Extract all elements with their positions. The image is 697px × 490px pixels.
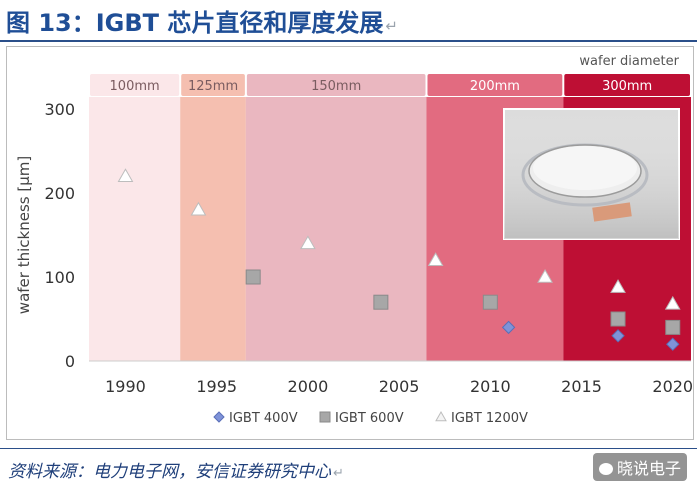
band-region	[180, 97, 246, 361]
x-tick-label: 2015	[561, 377, 602, 396]
x-tick-label: 2005	[379, 377, 420, 396]
x-tick-label: 1990	[105, 377, 146, 396]
igbt-400v-point	[611, 329, 625, 343]
data-marks	[117, 168, 681, 351]
band-label: 200mm	[470, 79, 520, 94]
igbt-1200v-point	[190, 201, 207, 216]
band-header-tab	[427, 74, 563, 96]
band-label: 150mm	[311, 79, 361, 94]
legend-marker	[213, 411, 225, 423]
chart-container: 100mm 125mm 150mm 200mm 300mm wafer diameter …	[6, 46, 694, 440]
band-header-bg	[564, 50, 690, 72]
source-bar: 资料来源：电力电子网，安信证券研究中心 ↵ 晓说电子	[0, 448, 697, 490]
source-text: 资料来源：电力电子网，安信证券研究中心	[8, 462, 331, 482]
igbt-600v-point	[245, 269, 261, 285]
figure-title-text: 图 13：IGBT 芯片直径和厚度发展	[6, 9, 384, 37]
igbt-600v-point	[665, 319, 681, 335]
y-tick-label: 0	[65, 352, 75, 371]
wechat-icon	[598, 462, 613, 475]
y-tick-label: 200	[44, 184, 75, 203]
igbt-400v-point	[666, 337, 680, 351]
band-header-tab	[181, 74, 245, 96]
x-tick-label: 2020	[652, 377, 693, 396]
y-axis-label: wafer thickness [µm]	[15, 156, 33, 314]
legend-marker	[319, 411, 331, 423]
igbt-1200v-point	[537, 268, 553, 283]
igbt-1200v-point	[610, 279, 626, 293]
wafer-photo	[503, 108, 680, 240]
band-header-tab	[90, 74, 180, 96]
igbt-1200v-point	[427, 252, 444, 266]
x-tick-label: 2010	[470, 377, 511, 396]
band-label: 100mm	[110, 79, 160, 94]
igbt-1200v-point	[664, 295, 681, 310]
banknote-shape	[592, 202, 632, 222]
watermark-text: 晓说电子	[616, 459, 681, 478]
x-tick-label: 2000	[288, 377, 329, 396]
watermark: 晓说电子	[592, 453, 687, 481]
legend-label: IGBT 400V	[229, 411, 298, 426]
band-label: 300mm	[602, 79, 652, 94]
title-bar: 图 13：IGBT 芯片直径和厚度发展 ↵	[0, 0, 697, 42]
igbt-600v-point	[610, 311, 626, 327]
band-region	[245, 97, 427, 361]
igbt-1200v-point	[300, 235, 316, 250]
legend-label: IGBT 600V	[335, 411, 404, 426]
igbt-1200v-point	[117, 168, 134, 182]
y-tick-label: 100	[44, 268, 75, 287]
igbt-600v-point	[373, 294, 389, 310]
chart-legend: IGBT 400V IGBT 600V IGBT 1200V	[213, 410, 528, 426]
band-header-label: wafer diameter	[579, 54, 679, 69]
igbt-600v-point	[482, 294, 498, 310]
y-tick-label: 300	[44, 100, 75, 119]
band-header-tab	[564, 74, 690, 96]
figure-title: 图 13：IGBT 芯片直径和厚度发展 ↵	[6, 3, 398, 38]
x-tick-label: 1995	[196, 377, 237, 396]
legend-marker	[435, 410, 447, 422]
band-label: 125mm	[188, 79, 238, 94]
return-mark-icon: ↵	[385, 17, 398, 35]
band-header-tab	[246, 74, 426, 96]
legend-label: IGBT 1200V	[451, 411, 528, 426]
igbt-400v-point	[501, 320, 516, 335]
return-mark-icon: ↵	[333, 466, 344, 481]
source-note: 资料来源：电力电子网，安信证券研究中心 ↵	[8, 457, 344, 482]
chart-axes: 0 100 200 300 1990 1995 2000 2005 2010 2015 2020 wa…	[15, 100, 693, 396]
band-region	[89, 97, 181, 361]
